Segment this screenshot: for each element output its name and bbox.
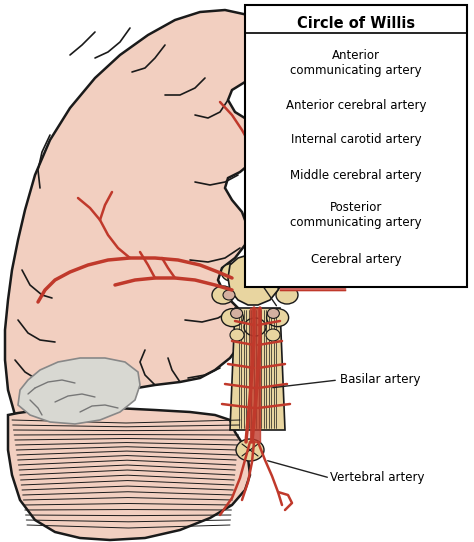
Ellipse shape bbox=[212, 286, 234, 304]
Ellipse shape bbox=[236, 439, 264, 461]
Polygon shape bbox=[18, 358, 140, 424]
Ellipse shape bbox=[267, 308, 289, 327]
Bar bbox=[245, 5, 467, 287]
Ellipse shape bbox=[230, 329, 244, 341]
Ellipse shape bbox=[267, 308, 279, 318]
Text: Internal carotid artery: Internal carotid artery bbox=[291, 133, 421, 146]
Ellipse shape bbox=[276, 286, 298, 304]
Text: Middle cerebral artery: Middle cerebral artery bbox=[290, 169, 422, 182]
Ellipse shape bbox=[221, 263, 243, 281]
Ellipse shape bbox=[249, 264, 261, 274]
Text: Posterior
communicating artery: Posterior communicating artery bbox=[290, 201, 422, 229]
Text: Basilar artery: Basilar artery bbox=[340, 373, 420, 386]
Polygon shape bbox=[5, 10, 265, 415]
Text: Anterior cerebral artery: Anterior cerebral artery bbox=[286, 99, 426, 112]
Polygon shape bbox=[8, 408, 250, 540]
Text: Cerebral artery: Cerebral artery bbox=[310, 254, 401, 267]
Polygon shape bbox=[230, 308, 285, 430]
Ellipse shape bbox=[221, 308, 243, 327]
Ellipse shape bbox=[231, 308, 243, 318]
Ellipse shape bbox=[266, 329, 280, 341]
Ellipse shape bbox=[244, 254, 266, 272]
Ellipse shape bbox=[267, 272, 279, 282]
Text: Vertebral artery: Vertebral artery bbox=[330, 472, 425, 485]
Ellipse shape bbox=[267, 263, 289, 281]
Ellipse shape bbox=[223, 290, 235, 300]
Text: Circle of Willis: Circle of Willis bbox=[297, 16, 415, 30]
Polygon shape bbox=[228, 255, 280, 305]
Ellipse shape bbox=[244, 318, 266, 336]
Text: Anterior
communicating artery: Anterior communicating artery bbox=[290, 49, 422, 77]
